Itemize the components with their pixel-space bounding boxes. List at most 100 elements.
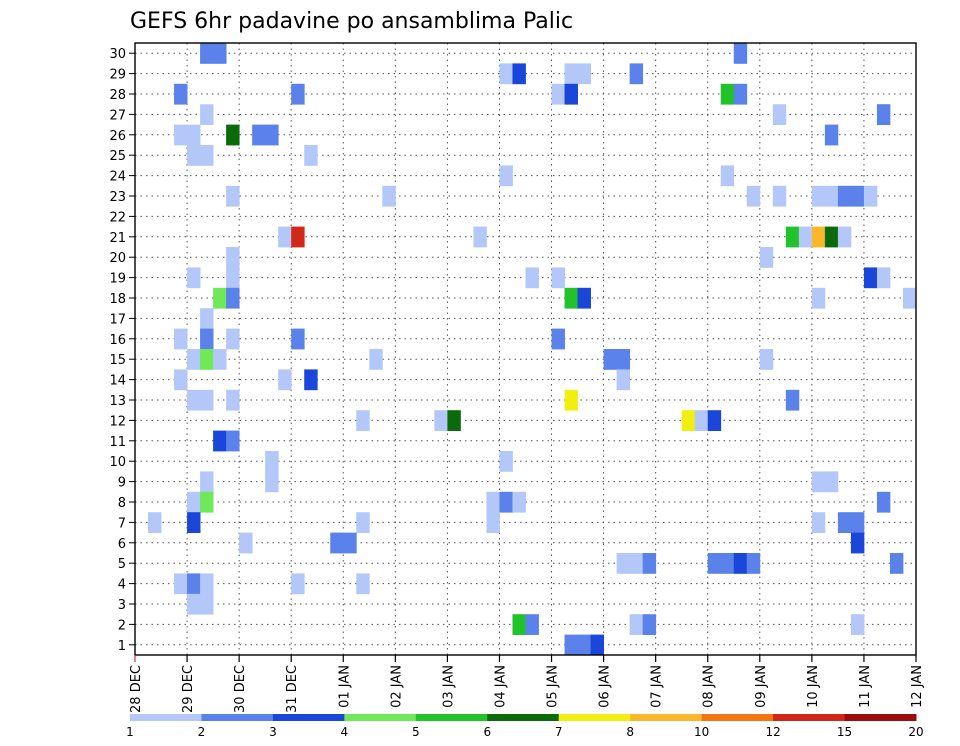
precip-cell (200, 104, 214, 125)
y-tick-label: 6 (118, 537, 126, 552)
x-tick-label: 05 JAN (546, 665, 561, 708)
precip-cell (798, 226, 813, 248)
precip-cell (226, 430, 240, 452)
colorbar-label: 3 (269, 725, 277, 739)
precip-cell (174, 328, 188, 350)
x-tick-label: 10 JAN (806, 665, 821, 708)
y-tick-label: 17 (109, 312, 126, 327)
precip-cell (187, 124, 201, 146)
precip-cell (213, 349, 227, 370)
precip-cell (499, 63, 513, 85)
precip-cell (200, 491, 214, 513)
y-tick-label: 26 (109, 129, 126, 144)
precip-cell (811, 185, 826, 207)
y-tick-label: 28 (109, 88, 126, 103)
x-tick-label: 04 JAN (493, 665, 508, 708)
precip-cell (577, 634, 591, 656)
precip-cell (616, 553, 631, 574)
precip-cell (213, 287, 227, 309)
precipitation-cells (148, 43, 917, 656)
precip-cell (369, 349, 383, 370)
precip-cell (525, 614, 539, 635)
x-tick-label: 02 JAN (389, 665, 404, 708)
y-axis: 1234567891011121314151617181920212223242… (109, 47, 135, 654)
precip-cell (551, 267, 565, 289)
precip-cell (850, 614, 865, 635)
x-tick-label: 08 JAN (702, 665, 717, 708)
precip-cell (850, 512, 865, 533)
precip-cell (486, 491, 500, 513)
y-tick-label: 10 (109, 455, 126, 470)
y-tick-label: 5 (118, 557, 126, 572)
y-tick-label: 11 (109, 435, 126, 450)
precip-cell (707, 553, 722, 574)
precip-cell (200, 573, 214, 595)
precip-cell (902, 287, 917, 309)
precip-cell (642, 553, 657, 574)
precip-cell (200, 328, 214, 350)
precip-cell (187, 349, 201, 370)
colorbar-swatch (558, 714, 631, 721)
precip-cell (187, 512, 201, 533)
precip-cell (551, 83, 565, 105)
precip-cell (824, 471, 839, 493)
precip-cell (759, 247, 774, 268)
precip-cell (213, 43, 227, 64)
y-tick-label: 3 (118, 598, 126, 613)
precip-cell (551, 328, 565, 350)
colorbar-swatch (272, 714, 345, 721)
y-tick-label: 25 (109, 149, 126, 164)
colorbar-swatch (130, 714, 202, 721)
precip-cell (187, 573, 201, 595)
x-axis: 28 DEC 29 DEC 30 DEC 31 DEC 01 JAN 02 JAN 03 J… (129, 655, 925, 713)
precip-cell (772, 185, 787, 207)
precip-cell (577, 63, 591, 85)
precip-cell (863, 185, 878, 207)
colorbar-label: 8 (626, 725, 634, 739)
y-tick-label: 22 (109, 210, 126, 225)
precip-cell (629, 553, 644, 574)
y-tick-label: 29 (109, 68, 126, 83)
precip-cell (733, 43, 748, 64)
precip-cell (876, 267, 891, 289)
precip-cell (616, 369, 631, 391)
precip-cell (746, 185, 761, 207)
precip-cell (564, 287, 578, 309)
precip-cell (226, 287, 240, 309)
precip-cell (265, 471, 279, 493)
precip-cell (681, 410, 696, 431)
colorbar-swatch (630, 714, 703, 721)
y-tick-label: 9 (118, 476, 126, 491)
precip-cell (356, 573, 370, 595)
y-tick-label: 15 (109, 353, 126, 368)
precip-cell (850, 185, 865, 207)
precip-cell (434, 410, 448, 431)
chart-title: GEFS 6hr padavine po ansamblima Palic (130, 9, 573, 34)
precip-cell (473, 226, 487, 248)
precip-cell (512, 491, 526, 513)
y-tick-label: 24 (109, 170, 126, 185)
precip-cell (616, 349, 631, 370)
precip-cell (499, 491, 513, 513)
precip-cell (304, 145, 318, 166)
y-tick-label: 2 (118, 618, 126, 633)
y-tick-label: 4 (118, 578, 126, 593)
precip-cell (785, 389, 800, 411)
precip-cell (239, 532, 253, 554)
precip-cell (200, 389, 214, 411)
precip-cell (187, 267, 201, 289)
precip-cell (577, 287, 591, 309)
precip-cell (512, 63, 526, 85)
x-tick-label: 12 JAN (910, 665, 925, 708)
precip-cell (200, 145, 214, 166)
precip-cell (876, 491, 891, 513)
y-tick-label: 23 (109, 190, 126, 205)
precip-cell (291, 328, 305, 350)
precip-cell (499, 165, 513, 187)
precip-cell (226, 124, 240, 146)
precip-cell (447, 410, 461, 431)
precip-cell (226, 328, 240, 350)
precip-cell (785, 226, 800, 248)
